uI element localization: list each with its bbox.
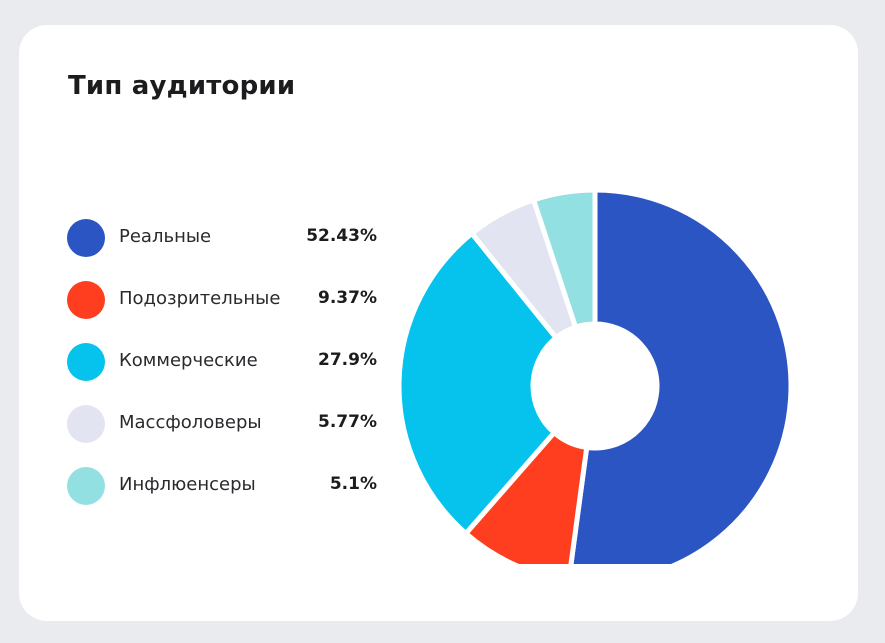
legend-value: 52.43% (306, 226, 377, 246)
donut-slice-influensery (531, 187, 598, 330)
legend-item: Коммерческие 27.9% (67, 343, 397, 405)
donut-chart (396, 187, 794, 564)
legend-item: Реальные 52.43% (67, 219, 397, 281)
legend-value: 9.37% (318, 288, 377, 308)
legend-value: 5.1% (329, 474, 377, 494)
legend-label: Подозрительные (119, 288, 281, 309)
legend-item: Инфлюенсеры 5.1% (67, 467, 397, 529)
legend-value: 27.9% (318, 350, 377, 370)
legend-label: Массфоловеры (119, 412, 262, 433)
legend-item: Массфоловеры 5.77% (67, 405, 397, 467)
audience-type-card: Тип аудитории Реальные 52.43% Подозрител… (19, 25, 858, 621)
donut-slice-kommercheskie (396, 230, 559, 536)
legend-swatch (67, 281, 105, 319)
legend-swatch (67, 467, 105, 505)
card-title: Тип аудитории (68, 71, 296, 101)
legend-label: Инфлюенсеры (119, 474, 256, 495)
legend-label: Реальные (119, 226, 212, 247)
legend-swatch (67, 219, 105, 257)
legend-label: Коммерческие (119, 350, 258, 371)
legend-swatch (67, 343, 105, 381)
legend-swatch (67, 405, 105, 443)
legend-item: Подозрительные 9.37% (67, 281, 397, 343)
donut-slice-realnye (568, 187, 794, 564)
legend-value: 5.77% (318, 412, 377, 432)
chart-legend: Реальные 52.43% Подозрительные 9.37% Ком… (67, 219, 397, 529)
